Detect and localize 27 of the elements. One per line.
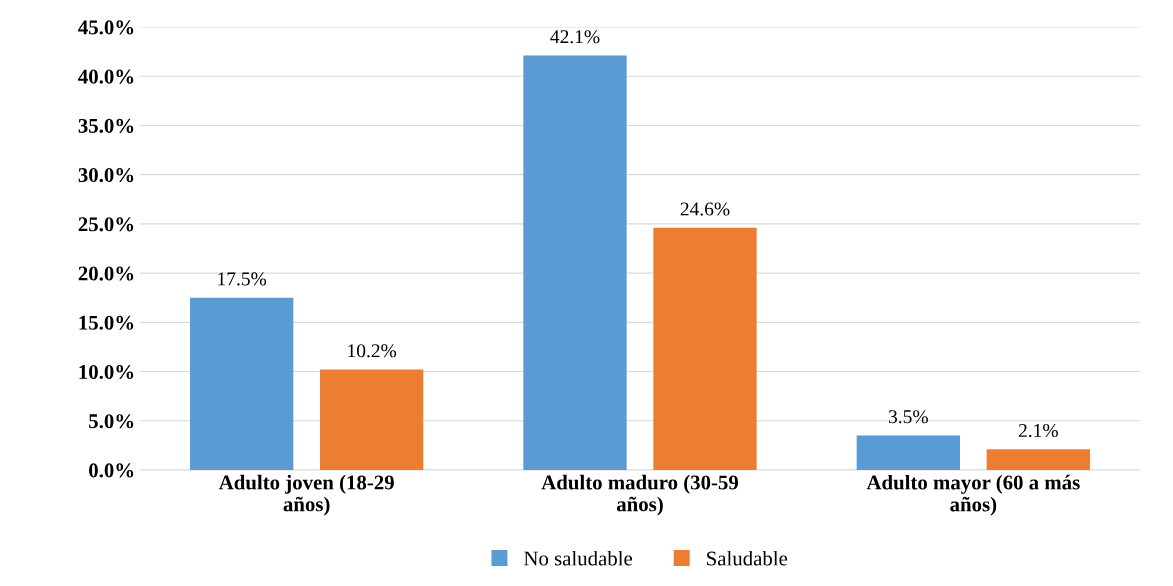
- data-label: 3.5%: [889, 410, 928, 424]
- y-tick-label: 40.0%: [78, 69, 134, 84]
- y-tick-label: 0.0%: [89, 463, 134, 478]
- bar: [653, 227, 757, 470]
- y-tick-label: 15.0%: [79, 315, 134, 330]
- y-tick-label: 20.0%: [78, 266, 134, 281]
- y-tick-label: 35.0%: [78, 118, 134, 133]
- y-tick-label: 45.0%: [78, 20, 134, 35]
- data-label: 10.2%: [348, 344, 397, 358]
- bar: [856, 435, 960, 470]
- y-tick-label: 10.0%: [79, 364, 134, 380]
- bar: [190, 297, 294, 470]
- legend-label: Saludable: [707, 550, 788, 566]
- y-tick-label: 25.0%: [78, 217, 134, 232]
- data-label: 42.1%: [550, 30, 600, 44]
- x-tick-label: Adulto joven (18-29 años): [218, 474, 394, 516]
- x-tick-label: Adulto maduro (30-59 años): [541, 474, 739, 516]
- data-label: 2.1%: [1018, 423, 1058, 438]
- bar: [523, 55, 627, 470]
- legend-label: No saludable: [524, 550, 633, 566]
- y-tick-label: 5.0%: [89, 414, 134, 429]
- y-tick-label: 30.0%: [78, 168, 134, 183]
- x-tick-label: Adulto mayor (60 a más años): [866, 474, 1080, 516]
- bar: [986, 449, 1090, 470]
- data-label: 24.6%: [680, 202, 730, 216]
- data-label: 17.5%: [218, 272, 267, 286]
- bar: [320, 369, 424, 470]
